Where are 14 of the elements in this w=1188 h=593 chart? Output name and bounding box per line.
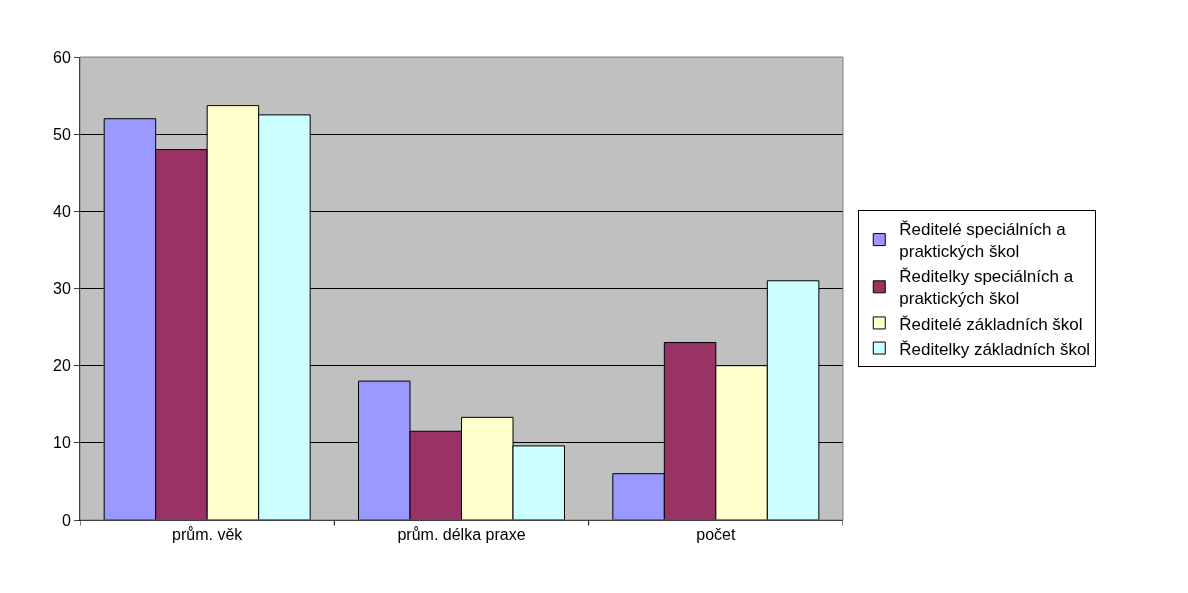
legend-label: Ředitelky základních škol xyxy=(899,339,1091,359)
legend-label: Ředitelé speciálních a praktických škol xyxy=(899,220,1067,262)
y-tick-label: 50 xyxy=(53,125,71,143)
y-tick-label: 40 xyxy=(53,202,71,220)
x-tick-label: prům. délka praxe xyxy=(397,526,526,544)
x-tick-label: prům. věk xyxy=(172,526,244,544)
y-tick-label: 10 xyxy=(53,434,71,452)
y-tick-label: 20 xyxy=(53,357,71,375)
y-tick-label: 30 xyxy=(53,280,71,298)
legend-label: Ředitelky speciálních a praktických škol xyxy=(899,267,1074,309)
legend-label: Ředitelé základních škol xyxy=(899,314,1083,334)
x-tick-label: počet xyxy=(696,526,736,544)
y-tick-label: 0 xyxy=(61,511,71,529)
y-tick-label: 60 xyxy=(53,48,71,66)
